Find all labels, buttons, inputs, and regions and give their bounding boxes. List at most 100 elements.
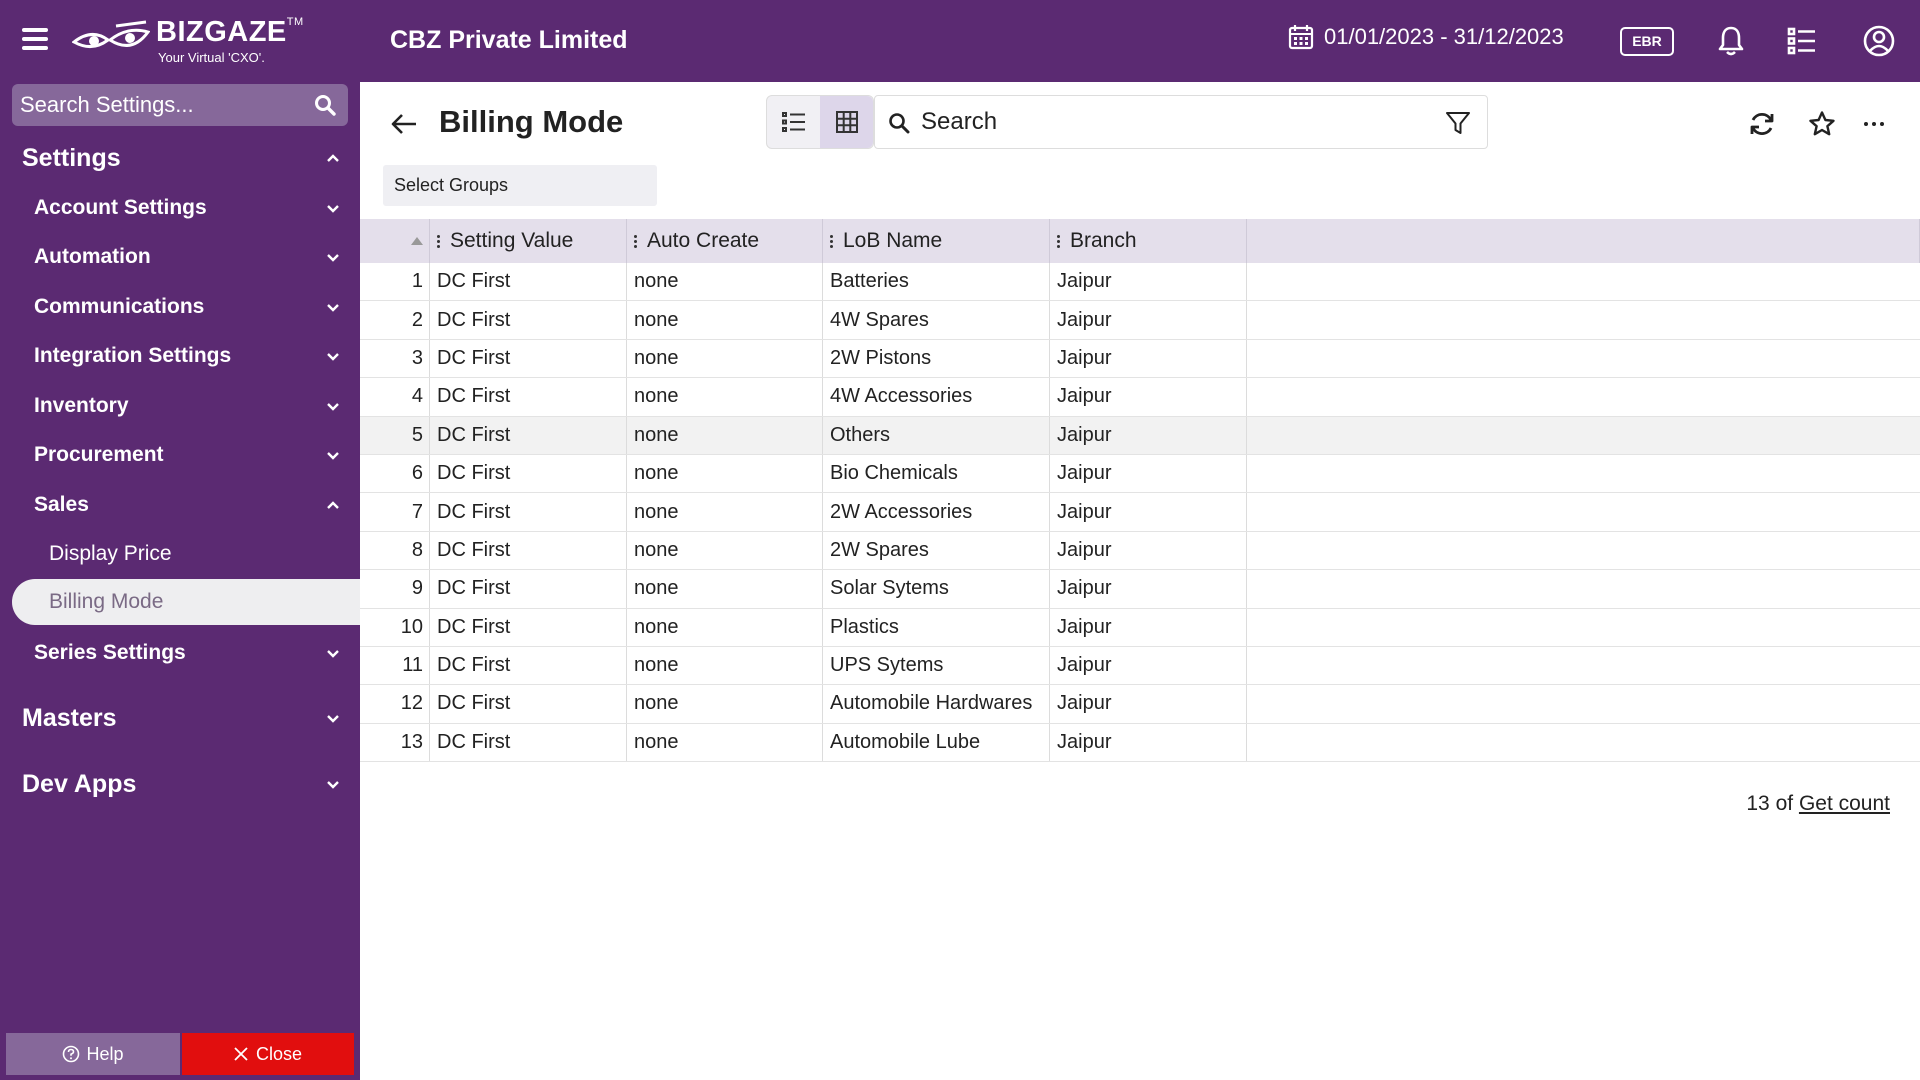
cell-lob-name[interactable]: Solar Sytems — [823, 570, 1050, 608]
table-row[interactable]: 8 DC First none 2W Spares Jaipur — [360, 531, 1920, 571]
cell-lob-name[interactable]: 4W Accessories — [823, 378, 1050, 416]
cell-auto-create[interactable]: none — [627, 646, 823, 685]
sidebar-item-account-settings[interactable]: Account Settings — [34, 188, 340, 228]
table-row[interactable]: 7 DC First none 2W Accessories Jaipur — [360, 493, 1920, 532]
cell-setting-value[interactable]: DC First — [430, 685, 627, 723]
user-circle-icon[interactable] — [1862, 24, 1896, 58]
cell-setting-value[interactable]: DC First — [430, 416, 627, 454]
sidebar-section-dev-apps[interactable]: Dev Apps — [22, 764, 340, 804]
grid-view-button[interactable] — [820, 96, 873, 148]
table-row[interactable]: 9 DC First none Solar Sytems Jaipur — [360, 570, 1920, 609]
cell-branch[interactable]: Jaipur — [1050, 339, 1247, 378]
cell-lob-name[interactable]: Bio Chemicals — [823, 454, 1050, 493]
sidebar-item-integration-settings[interactable]: Integration Settings — [34, 336, 340, 376]
cell-auto-create[interactable]: none — [627, 570, 823, 608]
ebr-badge[interactable]: EBR — [1620, 27, 1674, 56]
row-number-header[interactable] — [360, 219, 430, 263]
cell-auto-create[interactable]: none — [627, 339, 823, 378]
cell-branch[interactable]: Jaipur — [1050, 531, 1247, 570]
sidebar-item-billing-mode[interactable]: Billing Mode — [12, 579, 360, 625]
cell-lob-name[interactable]: 2W Accessories — [823, 493, 1050, 531]
sidebar-item-sales[interactable]: Sales — [34, 485, 340, 525]
sidebar-item-display-price[interactable]: Display Price — [49, 534, 339, 574]
column-drag-handle-icon[interactable] — [437, 233, 441, 250]
cell-auto-create[interactable]: none — [627, 723, 823, 762]
cell-branch[interactable]: Jaipur — [1050, 685, 1247, 723]
table-row[interactable]: 2 DC First none 4W Spares Jaipur — [360, 301, 1920, 340]
menu-icon[interactable] — [22, 28, 48, 52]
cell-auto-create[interactable]: none — [627, 493, 823, 531]
cell-setting-value[interactable]: DC First — [430, 531, 627, 570]
back-arrow-icon[interactable] — [390, 112, 418, 136]
cell-lob-name[interactable]: Automobile Lube — [823, 723, 1050, 762]
sidebar-item-series-settings[interactable]: Series Settings — [34, 633, 340, 673]
cell-auto-create[interactable]: none — [627, 416, 823, 454]
cell-setting-value[interactable]: DC First — [430, 608, 627, 646]
sidebar-item-communications[interactable]: Communications — [34, 287, 340, 327]
cell-lob-name[interactable]: Others — [823, 416, 1050, 454]
search-input[interactable] — [921, 102, 1421, 142]
column-drag-handle-icon[interactable] — [634, 233, 638, 250]
cell-auto-create[interactable]: none — [627, 378, 823, 416]
company-name[interactable]: CBZ Private Limited — [390, 26, 628, 54]
cell-setting-value[interactable]: DC First — [430, 339, 627, 378]
help-button[interactable]: Help — [6, 1033, 180, 1075]
bell-icon[interactable] — [1714, 24, 1748, 58]
cell-branch[interactable]: Jaipur — [1050, 454, 1247, 493]
column-drag-handle-icon[interactable] — [830, 233, 834, 250]
more-options-icon[interactable] — [1860, 110, 1888, 138]
logo[interactable]: BIZGAZETM Your Virtual 'CXO'. — [72, 16, 303, 66]
filter-icon[interactable] — [1445, 110, 1471, 136]
cell-setting-value[interactable]: DC First — [430, 301, 627, 339]
cell-branch[interactable]: Jaipur — [1050, 646, 1247, 685]
table-row-hovered[interactable]: 5 DC First none Others Jaipur — [360, 416, 1920, 455]
get-count-link[interactable]: Get count — [1798, 792, 1890, 815]
cell-auto-create[interactable]: none — [627, 263, 823, 301]
cell-branch[interactable]: Jaipur — [1050, 263, 1247, 301]
close-button[interactable]: Close — [182, 1033, 354, 1075]
cell-branch[interactable]: Jaipur — [1050, 570, 1247, 608]
sidebar-item-inventory[interactable]: Inventory — [34, 386, 340, 426]
cell-lob-name[interactable]: UPS Sytems — [823, 646, 1050, 685]
cell-auto-create[interactable]: none — [627, 608, 823, 646]
table-row[interactable]: 12 DC First none Automobile Hardwares Ja… — [360, 685, 1920, 724]
sidebar-item-procurement[interactable]: Procurement — [34, 435, 340, 475]
cell-lob-name[interactable]: Automobile Hardwares — [823, 685, 1050, 723]
cell-lob-name[interactable]: Batteries — [823, 263, 1050, 301]
cell-branch[interactable]: Jaipur — [1050, 493, 1247, 531]
cell-auto-create[interactable]: none — [627, 454, 823, 493]
table-row[interactable]: 1 DC First none Batteries Jaipur — [360, 263, 1920, 302]
cell-setting-value[interactable]: DC First — [430, 454, 627, 493]
cell-branch[interactable]: Jaipur — [1050, 301, 1247, 339]
table-row[interactable]: 6 DC First none Bio Chemicals Jaipur — [360, 454, 1920, 494]
cell-branch[interactable]: Jaipur — [1050, 723, 1247, 762]
cell-branch[interactable]: Jaipur — [1050, 378, 1247, 416]
sidebar-section-masters[interactable]: Masters — [22, 698, 340, 738]
select-groups-dropdown[interactable]: Select Groups — [383, 165, 657, 206]
cell-lob-name[interactable]: 2W Pistons — [823, 339, 1050, 378]
table-row[interactable]: 11 DC First none UPS Sytems Jaipur — [360, 646, 1920, 686]
cell-auto-create[interactable]: none — [627, 685, 823, 723]
cell-branch[interactable]: Jaipur — [1050, 608, 1247, 646]
sidebar-section-settings[interactable]: Settings — [22, 138, 340, 178]
table-row[interactable]: 10 DC First none Plastics Jaipur — [360, 608, 1920, 647]
cell-setting-value[interactable]: DC First — [430, 263, 627, 301]
cell-lob-name[interactable]: 2W Spares — [823, 531, 1050, 570]
settings-search-input[interactable] — [20, 84, 310, 126]
cell-setting-value[interactable]: DC First — [430, 378, 627, 416]
cell-branch[interactable]: Jaipur — [1050, 416, 1247, 454]
cell-setting-value[interactable]: DC First — [430, 723, 627, 762]
table-row[interactable]: 4 DC First none 4W Accessories Jaipur — [360, 378, 1920, 417]
date-range-picker[interactable]: 01/01/2023 - 31/12/2023 — [1288, 24, 1564, 50]
cell-setting-value[interactable]: DC First — [430, 646, 627, 685]
table-row[interactable]: 13 DC First none Automobile Lube Jaipur — [360, 723, 1920, 763]
list-view-button[interactable] — [767, 96, 820, 148]
cell-setting-value[interactable]: DC First — [430, 570, 627, 608]
cell-lob-name[interactable]: 4W Spares — [823, 301, 1050, 339]
column-header-branch[interactable]: Branch — [1050, 219, 1247, 263]
column-header-setting-value[interactable]: Setting Value — [430, 219, 627, 263]
column-header-auto-create[interactable]: Auto Create — [627, 219, 823, 263]
refresh-icon[interactable] — [1748, 110, 1776, 138]
sidebar-item-automation[interactable]: Automation — [34, 237, 340, 277]
column-drag-handle-icon[interactable] — [1057, 233, 1061, 250]
